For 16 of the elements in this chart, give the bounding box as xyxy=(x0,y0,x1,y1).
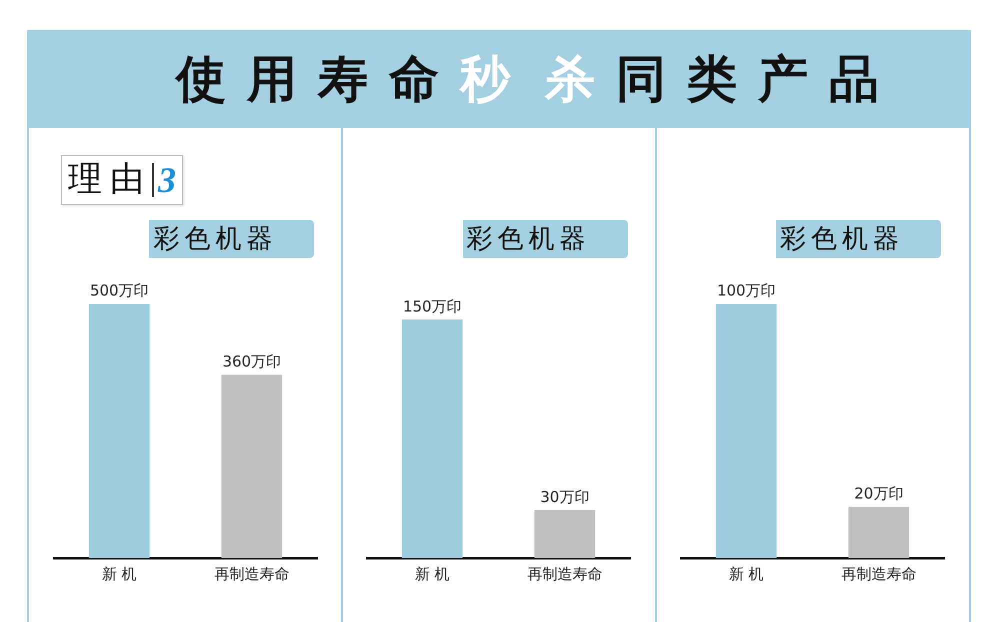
data-label: 30万印 xyxy=(540,488,590,506)
data-label: 100万印 xyxy=(716,281,776,300)
chart-title: 彩色机器 xyxy=(149,220,314,258)
x-tick-label: 再制造寿命 xyxy=(528,564,603,583)
x-tick-label: 新 机 xyxy=(102,564,137,583)
chart-title: 使用寿命秒杀同类产品 xyxy=(176,50,900,108)
x-tick-label: 再制造寿命 xyxy=(214,564,290,583)
x-tick-label: 新 机 xyxy=(415,564,450,583)
data-label: 360万印 xyxy=(222,352,282,371)
chart-title: 彩色机器 xyxy=(776,220,941,258)
data-label: 20万印 xyxy=(854,484,903,503)
x-tick-label: 再制造寿命 xyxy=(840,564,916,583)
data-label: 150万印 xyxy=(403,297,462,316)
chart-title: 彩色机器 xyxy=(462,220,628,258)
data-label: 500万印 xyxy=(90,281,149,300)
x-tick-label: 新 机 xyxy=(728,564,764,583)
